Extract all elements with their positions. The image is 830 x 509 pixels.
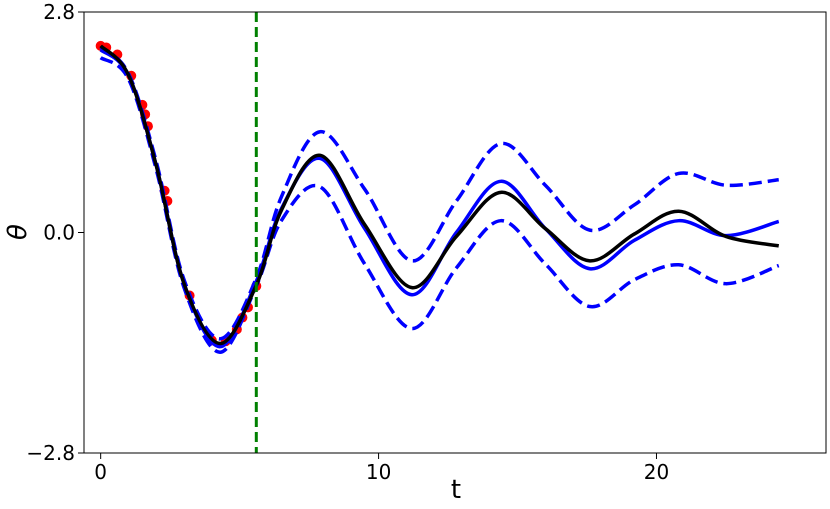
y-axis-label: θ <box>3 224 33 240</box>
plot-frame <box>83 11 827 454</box>
x-tick-label: 20 <box>644 460 669 484</box>
x-tick-label: 0 <box>94 460 107 484</box>
series-line <box>99 46 779 341</box>
y-tick-label: −2.8 <box>26 441 75 465</box>
x-tick-label: 10 <box>366 460 391 484</box>
x-axis-label: t <box>451 475 461 505</box>
y-tick-label: 0.0 <box>43 221 75 245</box>
series-line <box>99 48 780 349</box>
series-line <box>99 44 780 346</box>
series-line <box>99 56 780 354</box>
y-tick-label: 2.8 <box>43 0 75 24</box>
